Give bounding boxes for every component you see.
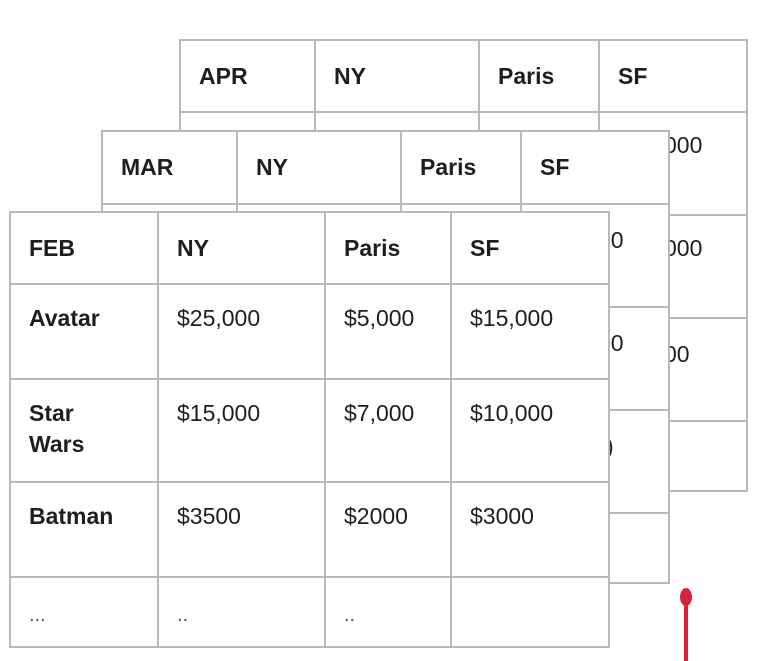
table-row: Star Wars $15,000 $7,000 $10,000 <box>9 378 610 483</box>
pen-marker-icon <box>680 588 692 661</box>
cell-value: .. <box>324 576 452 648</box>
header-city: NY <box>236 130 402 205</box>
table-row: ... .. .. <box>9 576 610 648</box>
header-month: MAR <box>101 130 238 205</box>
row-label: ... <box>9 576 159 648</box>
cell-value: $7,000 <box>324 378 452 483</box>
cell-value: $15,000 <box>157 378 326 483</box>
row-label: Star Wars <box>9 378 159 483</box>
row-label: Batman <box>9 481 159 578</box>
header-city: Paris <box>478 39 600 113</box>
cell-value: $15,000 <box>450 283 610 380</box>
header-city: NY <box>314 39 480 113</box>
header-city: Paris <box>400 130 522 205</box>
table-row: Batman $3500 $2000 $3000 <box>9 481 610 578</box>
sheet-feb: FEB NY Paris SF Avatar $25,000 $5,000 $1… <box>9 211 610 648</box>
header-city: SF <box>520 130 670 205</box>
cell-value: $3500 <box>157 481 326 578</box>
header-city: Paris <box>324 211 452 285</box>
table-feb: FEB NY Paris SF Avatar $25,000 $5,000 $1… <box>9 211 610 648</box>
header-city: SF <box>450 211 610 285</box>
cell-value: $3000 <box>450 481 610 578</box>
header-city: NY <box>157 211 326 285</box>
table-row: Avatar $25,000 $5,000 $15,000 <box>9 283 610 380</box>
header-month: FEB <box>9 211 159 285</box>
cell-value: $2000 <box>324 481 452 578</box>
cell-value: $10,000 <box>450 378 610 483</box>
header-month: APR <box>179 39 316 113</box>
header-city: SF <box>598 39 748 113</box>
cell-value <box>450 576 610 648</box>
cell-value: .. <box>157 576 326 648</box>
row-label: Avatar <box>9 283 159 380</box>
cell-value: $5,000 <box>324 283 452 380</box>
cell-value: $25,000 <box>157 283 326 380</box>
